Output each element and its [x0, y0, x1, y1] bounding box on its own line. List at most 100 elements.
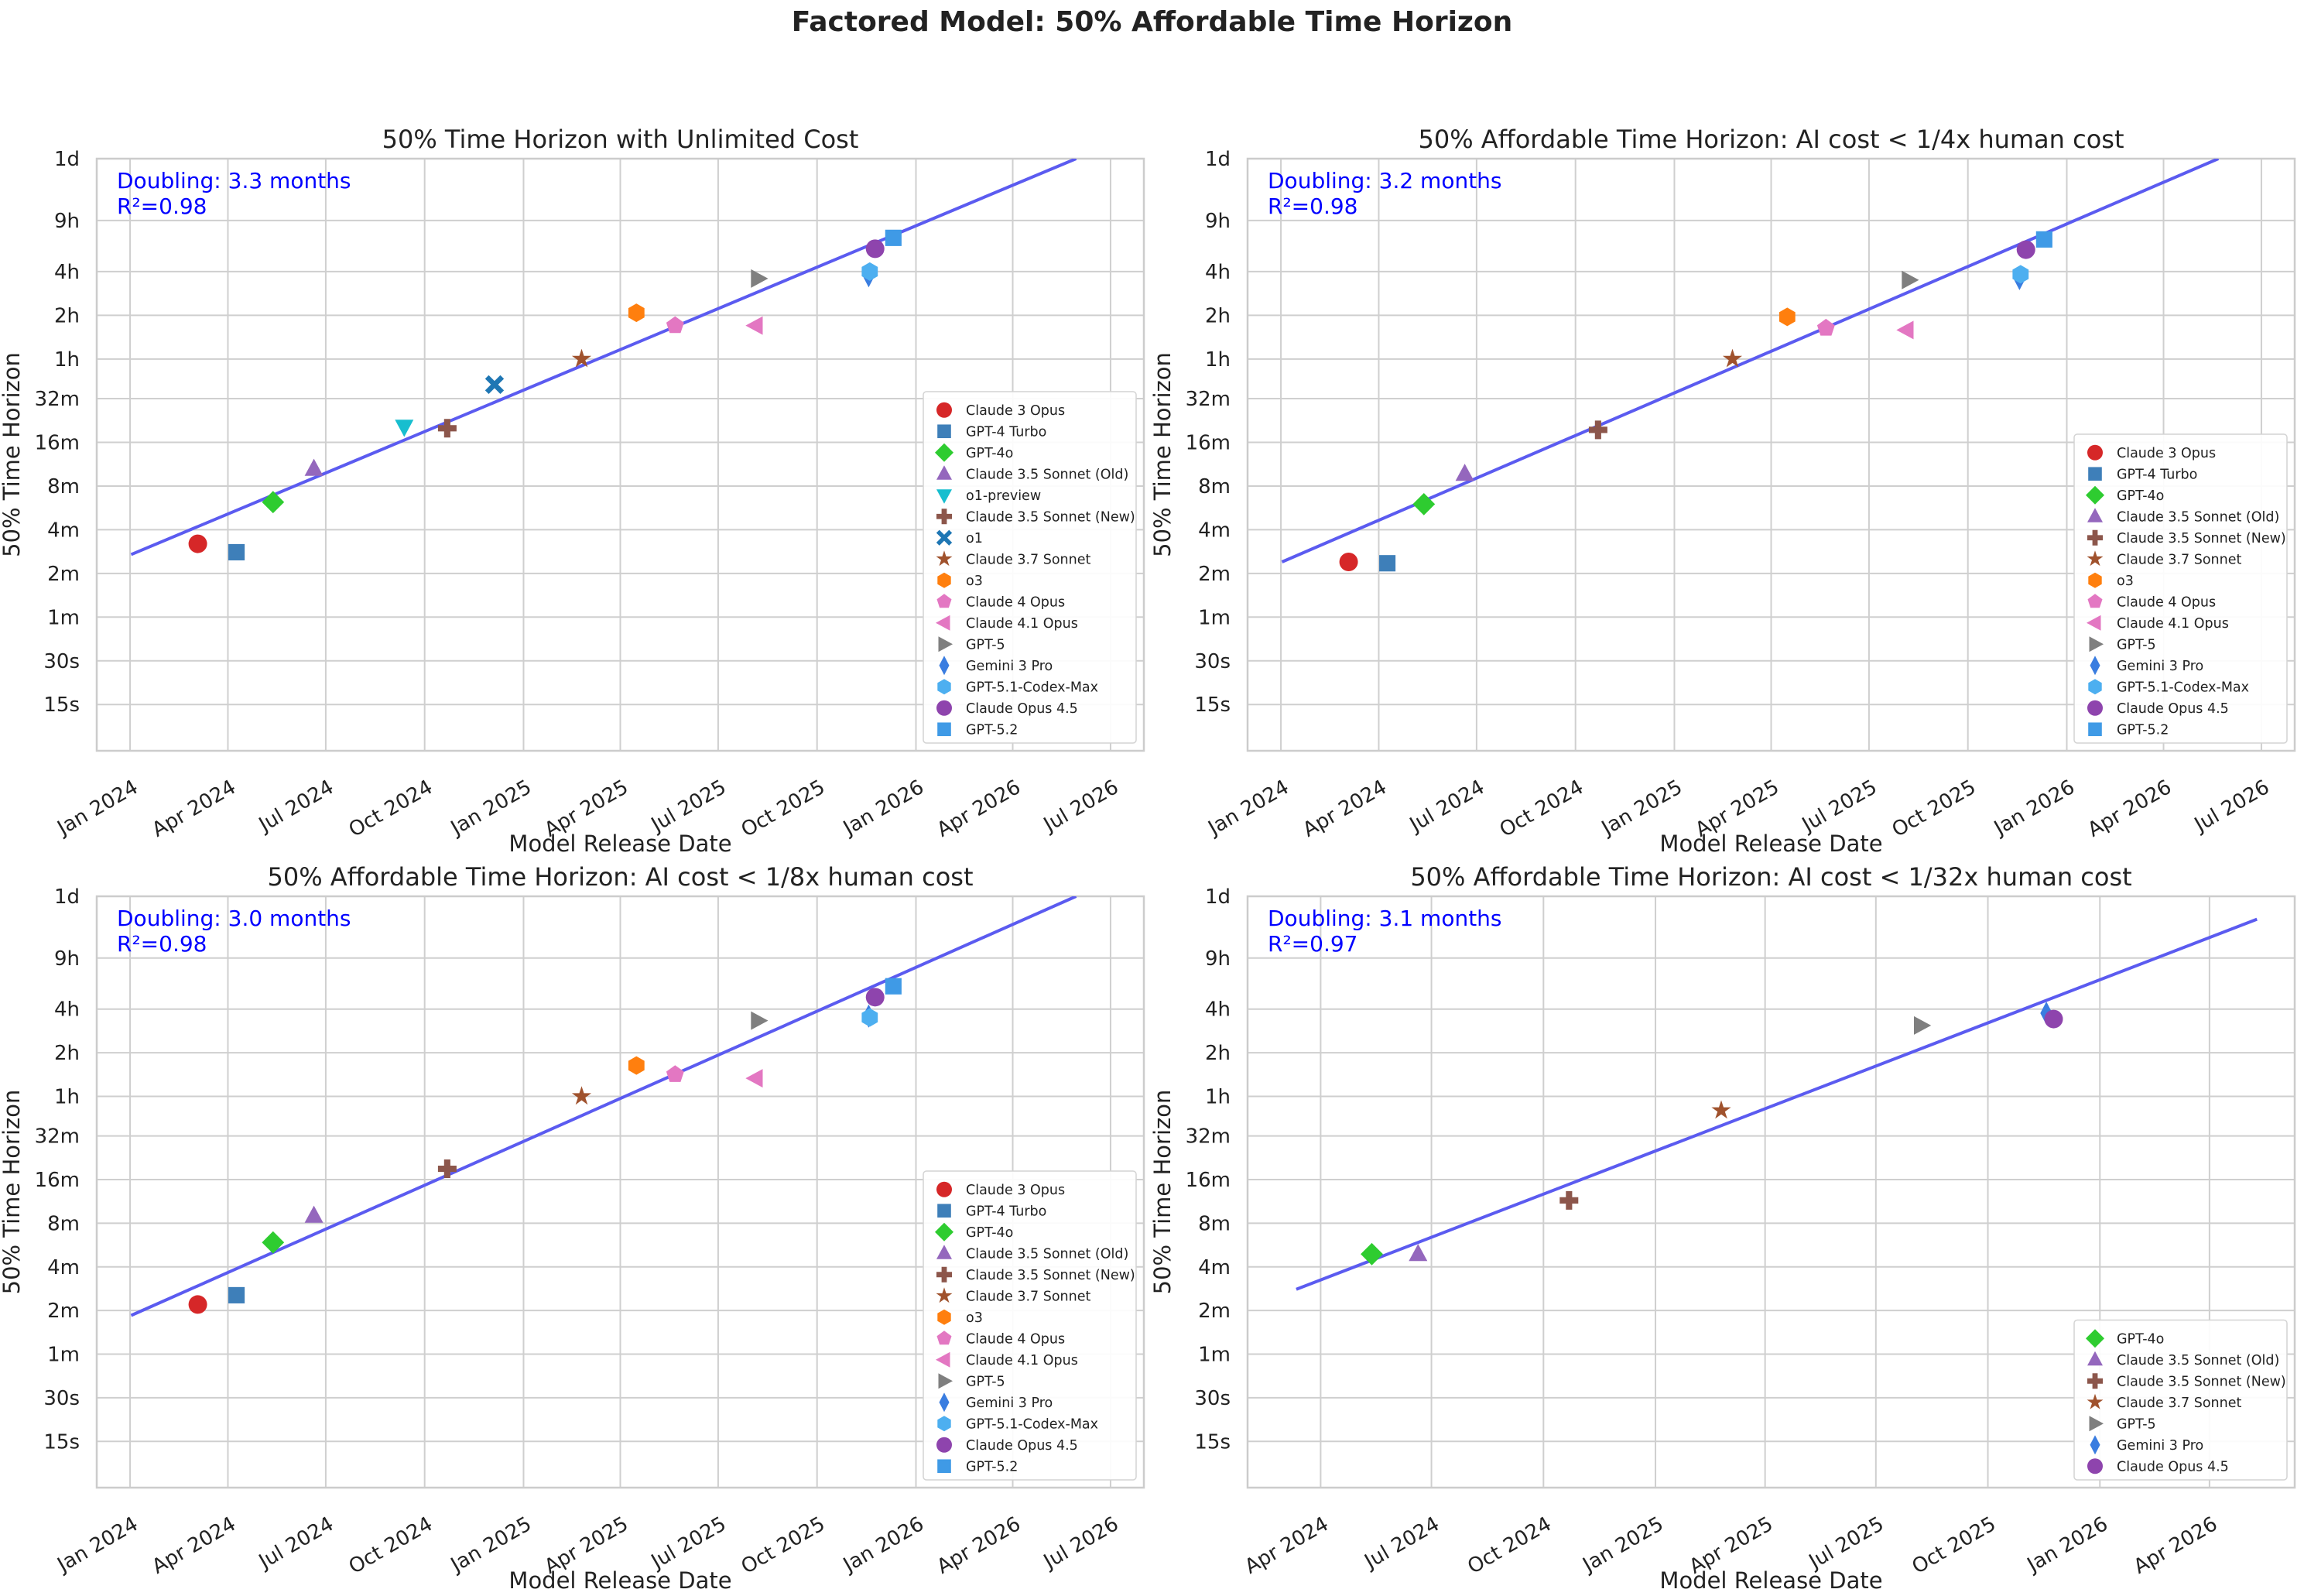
- legend-marker: [2088, 467, 2102, 481]
- legend-marker: [937, 572, 951, 588]
- subplot-title: 50% Affordable Time Horizon: AI cost < 1…: [1410, 862, 2131, 892]
- legend-label: Claude Opus 4.5: [2117, 1459, 2229, 1474]
- x-tick-label: Jan 2026: [2022, 1512, 2112, 1577]
- legend-marker: [2087, 1458, 2103, 1474]
- legend-label: GPT-4o: [2117, 488, 2164, 504]
- x-tick-label: Oct 2025: [1888, 776, 1980, 842]
- legend-label: GPT-5.2: [966, 722, 1018, 738]
- legend-marker: [936, 402, 952, 418]
- data-point-claude-opus-4-5: [2016, 240, 2035, 259]
- doubling-annotation: Doubling: 3.1 months: [1268, 906, 1502, 931]
- x-tick-label: Apr 2024: [149, 776, 240, 842]
- legend-item: o1-preview: [936, 488, 1041, 504]
- legend-label: GPT-5: [2117, 637, 2156, 652]
- legend-label: Claude 3.5 Sonnet (Old): [2117, 1353, 2279, 1368]
- data-point-claude-opus-4-5: [865, 988, 885, 1007]
- legend-item: Claude 3.7 Sonnet: [2087, 1393, 2241, 1411]
- x-axis-label: Model Release Date: [1659, 831, 1882, 857]
- data-point-gpt-4o: [1361, 1242, 1383, 1265]
- legend-marker: [936, 1287, 953, 1303]
- legend-item: Claude Opus 4.5: [936, 700, 1078, 717]
- x-tick-label: Jul 2024: [254, 1512, 337, 1574]
- data-point-claude-4-1-opus: [1896, 320, 1914, 340]
- legend-label: Claude 4.1 Opus: [966, 1353, 1078, 1368]
- y-tick-label: 4m: [1198, 519, 1231, 542]
- legend-marker: [2090, 1435, 2100, 1455]
- legend-label: GPT-4 Turbo: [966, 424, 1046, 440]
- x-tick-label: Apr 2024: [149, 1512, 240, 1579]
- data-point-o1-preview: [395, 420, 414, 437]
- data-point-claude-3-7-sonnet: [571, 348, 591, 368]
- y-tick-label: 16m: [1186, 1169, 1231, 1192]
- x-tick-label: Jul 2026: [1039, 776, 1122, 837]
- y-tick-label: 1d: [1205, 885, 1231, 909]
- data-point-claude-3-7-sonnet: [1722, 348, 1742, 368]
- y-tick-label: 4h: [1205, 998, 1231, 1022]
- data-point-claude-4-opus: [1816, 318, 1835, 336]
- doubling-annotation: Doubling: 3.3 months: [117, 168, 351, 194]
- legend-label: Claude 3.5 Sonnet (New): [2117, 1374, 2286, 1389]
- y-tick-label: 8m: [47, 1212, 80, 1235]
- data-point-claude-3-opus: [188, 1295, 207, 1314]
- legend-box: [2073, 1319, 2288, 1481]
- legend: Claude 3 Opus GPT-4 Turbo GPT-4o Claude 3.5…: [923, 1170, 1137, 1481]
- y-tick-label: 8m: [47, 475, 80, 498]
- legend-marker: [936, 1245, 952, 1259]
- y-tick-label: 2m: [1198, 563, 1231, 586]
- y-tick-label: 32m: [35, 1125, 80, 1149]
- legend-label: Claude 3 Opus: [966, 403, 1065, 419]
- r-squared-annotation: R²=0.98: [1268, 194, 1357, 219]
- data-point-claude-3-5-sonnet-old: [304, 1205, 324, 1223]
- y-tick-label: 15s: [43, 694, 80, 717]
- legend-label: Claude 3.7 Sonnet: [2117, 552, 2241, 567]
- data-point-o3: [1778, 307, 1796, 327]
- data-point-gpt-5-1-codex-max: [861, 262, 878, 281]
- x-tick-label: Jan 2024: [53, 776, 142, 841]
- legend-label: GPT-5: [966, 637, 1005, 652]
- legend-item: GPT-5: [2089, 636, 2156, 652]
- legend-marker: [2089, 636, 2104, 652]
- legend-marker: [937, 722, 951, 737]
- legend-label: Claude 4.1 Opus: [966, 616, 1078, 632]
- legend-marker: [2090, 656, 2100, 676]
- legend-marker: [936, 1331, 952, 1345]
- legend-label: Claude Opus 4.5: [2117, 701, 2229, 717]
- legend-marker: [2087, 1393, 2104, 1409]
- legend-marker: [936, 615, 950, 631]
- legend-item: Claude 3.5 Sonnet (Old): [2087, 1351, 2279, 1368]
- legend-item: Claude 3.5 Sonnet (Old): [936, 465, 1128, 482]
- x-tick-label: Jan 2024: [53, 1512, 142, 1577]
- data-point-gpt-4o: [262, 491, 285, 514]
- legend-marker: [936, 489, 952, 504]
- legend-marker: [936, 1351, 950, 1368]
- doubling-annotation: Doubling: 3.0 months: [117, 906, 351, 931]
- legend-label: Claude 3.5 Sonnet (New): [2117, 531, 2286, 546]
- y-tick-label: 2m: [47, 1300, 80, 1323]
- legend-item: GPT-4 Turbo: [937, 1204, 1046, 1219]
- x-tick-label: Apr 2026: [933, 776, 1025, 842]
- plot-frame: [95, 895, 1145, 1489]
- legend-marker: [937, 679, 951, 695]
- legend-item: GPT-5.2: [2088, 722, 2169, 738]
- data-point-gpt-5: [1902, 270, 1919, 289]
- legend-item: GPT-5.1-Codex-Max: [937, 679, 1098, 695]
- x-tick-label: Jan 2026: [838, 776, 928, 841]
- legend-label: Gemini 3 Pro: [2117, 1438, 2203, 1454]
- x-axis-label: Model Release Date: [508, 831, 731, 857]
- x-axis-label: Model Release Date: [508, 1567, 731, 1594]
- y-tick-label: 15s: [1194, 1430, 1231, 1454]
- data-point-gpt-5-1-codex-max: [861, 1008, 878, 1027]
- legend-item: Gemini 3 Pro: [2090, 656, 2203, 676]
- legend-marker: [936, 594, 952, 608]
- x-tick-label: Jul 2025: [646, 1512, 730, 1574]
- x-tick-label: Oct 2025: [1909, 1512, 2000, 1579]
- legend-item: Claude 3.5 Sonnet (Old): [2087, 508, 2279, 525]
- x-tick-label: Apr 2026: [933, 1512, 1025, 1579]
- data-point-gpt-4-turbo: [228, 543, 245, 561]
- legend-marker: [2087, 1373, 2103, 1389]
- y-tick-label: 32m: [35, 388, 80, 411]
- data-point-gpt-5-1-codex-max: [2012, 265, 2029, 284]
- y-tick-label: 4m: [47, 519, 80, 542]
- legend-label: o3: [2117, 574, 2134, 589]
- legend-label: o3: [966, 1310, 983, 1326]
